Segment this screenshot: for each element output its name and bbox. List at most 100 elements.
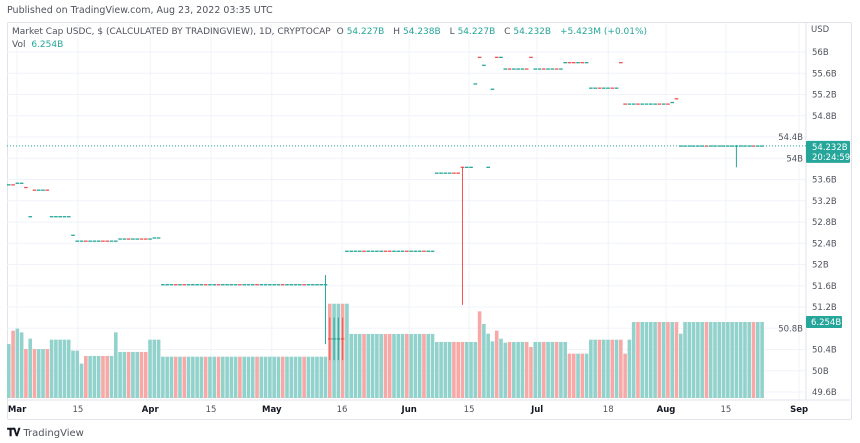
volume-bar: [11, 330, 15, 398]
candle: [45, 189, 50, 191]
volume-bar: [366, 333, 371, 398]
candle: [88, 240, 92, 242]
time-tick-label: Mar: [8, 405, 27, 415]
candle: [464, 166, 469, 168]
volume-bar: [62, 339, 67, 398]
candle: [383, 250, 388, 252]
volume-bar: [636, 322, 640, 398]
volume-bar: [597, 339, 602, 398]
candle: [760, 145, 764, 147]
candles: [7, 56, 764, 361]
ohlc-row: Market Cap USDC, $ (CALCULATED BY TRADIN…: [12, 26, 650, 39]
candle: [593, 87, 597, 89]
candle: [554, 68, 559, 70]
volume-bar: [387, 333, 392, 398]
candle: [199, 284, 204, 286]
volume-bar: [383, 333, 388, 398]
time-axis[interactable]: Mar 15 Apr 15 May 16 Jun 15 Jul 18 Aug 15 Sep: [8, 405, 808, 415]
candle: [589, 87, 593, 89]
volume-bar: [101, 355, 105, 398]
candle: [661, 103, 666, 105]
candle: [126, 238, 131, 240]
volume-bar: [443, 341, 448, 398]
time-tick-label: Jun: [401, 405, 417, 415]
volume-bar: [178, 356, 182, 398]
price-tick-label: 53.2B: [812, 197, 837, 207]
time-tick-label: 16: [337, 405, 348, 415]
volume-bar: [537, 341, 542, 398]
volume-bar: [571, 353, 576, 398]
volume-bar: [700, 322, 704, 398]
candle: [717, 145, 722, 147]
candle: [606, 87, 610, 89]
volume-bar: [165, 356, 169, 398]
candle: [486, 166, 490, 168]
volume-bar: [191, 356, 195, 398]
candle: [58, 216, 62, 218]
volume-bar: [139, 351, 144, 398]
candle: [571, 62, 576, 64]
candle: [550, 68, 555, 70]
candle: [92, 240, 97, 242]
volume-bar: [623, 353, 627, 398]
candle: [619, 62, 623, 64]
volume-bar: [131, 351, 135, 398]
price-tick-label: 50.8B: [778, 324, 803, 334]
volume-bar: [272, 356, 276, 398]
price-tick-label: 53.6B: [812, 176, 837, 186]
price-axis[interactable]: 56B 55.6B 55.2B 54.8B 54.4B 54B 53.6B 53.2B 52.8…: [778, 48, 837, 398]
candle: [366, 250, 371, 252]
volume-bar: [203, 356, 208, 398]
volume-bar: [619, 339, 623, 398]
volume-bar: [627, 339, 632, 398]
candle: [118, 238, 122, 240]
volume-bar: [246, 356, 251, 398]
price-tick-label: 54.4B: [778, 133, 803, 143]
candle: [456, 172, 460, 174]
time-tick-label: Apr: [142, 405, 160, 415]
volume-bar: [559, 341, 563, 398]
candle: [700, 145, 704, 147]
volume-bar: [708, 322, 713, 398]
volume-bar: [323, 356, 328, 398]
candle: [306, 284, 311, 286]
candle: [730, 145, 734, 147]
candle: [24, 186, 28, 189]
volume-bar: [435, 341, 439, 398]
candle: [54, 216, 58, 218]
volume-bar: [687, 322, 692, 398]
candle: [601, 87, 606, 89]
high-value: 54.238B: [403, 27, 441, 37]
candle: [186, 284, 191, 286]
volume-bar: [263, 356, 268, 398]
volume-bar: [199, 356, 204, 398]
price-tick-label: 52B: [812, 261, 829, 271]
candle: [721, 145, 726, 147]
tradingview-logo: 𝐓𝐕: [7, 426, 20, 439]
last-price-badge: [806, 140, 850, 163]
volume-bar: [268, 356, 272, 398]
volume-bar: [439, 341, 443, 398]
volume-bar: [674, 322, 679, 398]
candle: [105, 240, 110, 242]
volume-bar: [584, 353, 589, 398]
volume-bar: [473, 341, 478, 398]
candle: [285, 284, 289, 286]
volume-bar: [713, 322, 717, 398]
volume-bar: [610, 339, 615, 398]
candle: [409, 250, 413, 252]
candle: [627, 103, 632, 105]
candle: [143, 238, 148, 240]
volume-bar: [161, 356, 165, 398]
volume-bar: [430, 333, 435, 398]
volume-bar: [79, 363, 84, 398]
volume-bar: [229, 356, 234, 398]
candle: [259, 284, 264, 286]
candle: [208, 284, 212, 286]
last-volume-label: 6.254B: [811, 318, 841, 328]
volume-bar: [225, 356, 229, 398]
candle: [36, 189, 41, 191]
price-tick-label: 55.2B: [812, 91, 837, 101]
volume-bar: [614, 339, 619, 398]
